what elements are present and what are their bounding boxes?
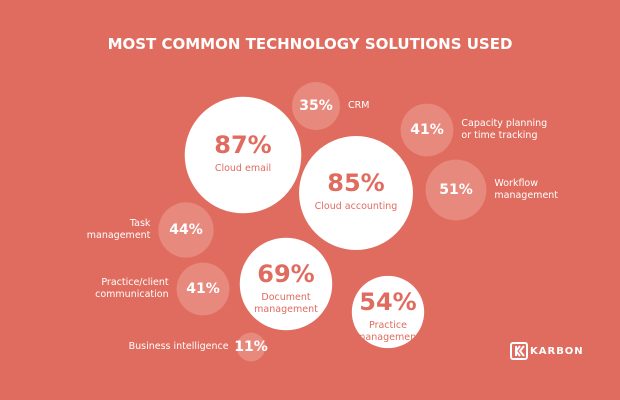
value-label: 44% xyxy=(169,222,203,238)
category-label: Task management xyxy=(86,218,151,241)
bubble xyxy=(158,202,214,258)
value-label: 51% xyxy=(439,182,473,198)
category-label: Practice management xyxy=(356,320,420,343)
brand-logo xyxy=(510,342,528,360)
bubble xyxy=(400,103,454,157)
category-label: Cloud accounting xyxy=(314,201,398,212)
value-label: 41% xyxy=(186,281,220,297)
value-label: 85% xyxy=(327,169,385,197)
bubble xyxy=(176,262,230,316)
value-label: 41% xyxy=(410,122,444,138)
value-label: 35% xyxy=(299,98,333,114)
value-label: 87% xyxy=(214,131,272,159)
category-label: Capacity planning or time tracking xyxy=(461,118,548,141)
brand-name: KARBON xyxy=(530,346,584,357)
bubble xyxy=(236,332,266,362)
bubble xyxy=(425,159,487,221)
bubble xyxy=(299,136,413,250)
value-label: 69% xyxy=(257,260,315,288)
chart-title: MOST COMMON TECHNOLOGY SOLUTIONS USED xyxy=(107,35,513,53)
bubble xyxy=(351,275,425,349)
category-label: Workflow management xyxy=(494,178,559,201)
bubble xyxy=(239,237,333,331)
category-label: CRM xyxy=(348,100,370,112)
category-label: Business intelligence xyxy=(128,341,229,353)
category-label: Cloud email xyxy=(214,163,272,174)
category-label: Document management xyxy=(254,292,318,315)
bubble xyxy=(292,82,340,130)
category-label: Practice/client communication xyxy=(95,277,169,300)
bubble xyxy=(184,96,302,214)
value-label: 11% xyxy=(234,339,268,355)
value-label: 54% xyxy=(359,288,417,316)
